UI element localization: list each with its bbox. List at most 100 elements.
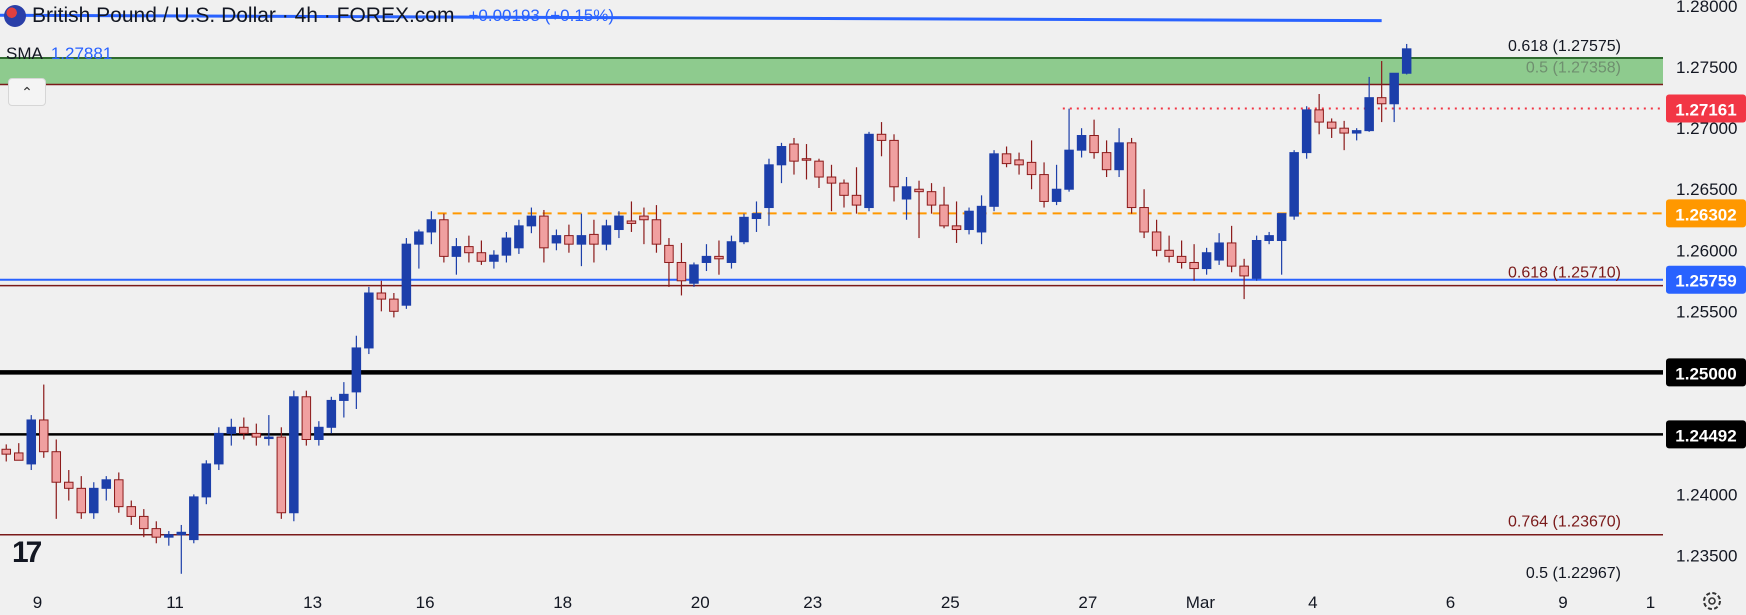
candle-110 [1376,61,1387,123]
candle-24 [301,390,312,446]
candle-body [351,347,362,393]
candle-18 [226,418,237,446]
price-tag-bg [1666,94,1746,123]
candle-body [1101,152,1112,171]
candle-82 [1026,140,1037,190]
candle-58 [726,235,737,269]
y-tick-label: 1.23500 [1676,546,1737,565]
candle-body [1226,242,1237,267]
candle-body [526,215,537,227]
candle-body [401,243,412,306]
candle-body [739,216,749,243]
candle-81 [1014,152,1024,175]
candle-38 [476,240,487,265]
candle-6 [76,476,87,519]
candle-body [39,419,49,453]
candle-body [189,496,199,541]
gear-icon[interactable] [1703,592,1721,610]
candle-body [26,419,37,465]
candle-body [114,479,124,508]
candle-body [1176,255,1187,263]
candle-83 [1039,162,1049,208]
sma-legend[interactable]: SMA 1.27881 [6,44,112,64]
candle-28 [351,335,362,409]
sma-value: 1.27881 [50,44,113,63]
candle-body [1064,149,1074,190]
candle-body [314,426,324,440]
candle-31 [389,293,399,318]
candle-63 [789,137,799,175]
candle-body [876,133,887,141]
price-tag-bg [1666,358,1746,387]
candle-104 [1301,106,1312,159]
candle-body [676,261,687,282]
candle-body [901,186,912,200]
candle-95 [1189,244,1199,281]
candle-88 [1101,140,1112,178]
candle-65 [814,158,824,189]
candle-17 [214,427,224,471]
symbol-title[interactable]: British Pound / U.S. Dollar · 4h · FOREX… [32,4,455,27]
x-tick-label: 9 [1558,593,1567,612]
candle-body [176,531,187,536]
candle-body [1364,97,1374,132]
price-tag-0: 1.27161 [1666,94,1746,123]
candle-33 [414,229,424,269]
candle-body [76,487,87,514]
y-tick-label: 1.26500 [1676,180,1737,199]
price-tag-label: 1.27161 [1675,101,1736,120]
candle-29 [364,286,374,355]
candle-body [101,479,112,489]
candle-85 [1064,108,1074,192]
candle-body [1289,152,1299,217]
candle-96 [1201,247,1212,275]
candle-body [776,146,787,166]
candle-105 [1314,94,1324,135]
candle-body [976,205,987,233]
y-tick-label: 1.27500 [1676,58,1737,77]
candle-body [1151,231,1162,251]
price-tag-label: 1.25759 [1675,272,1736,291]
candle-73 [914,180,924,239]
candle-92 [1151,219,1162,257]
candle-body [1326,121,1337,129]
candle-body [14,452,24,461]
candle-body [1014,159,1024,166]
price-tag-bg [1666,265,1746,294]
candle-35 [439,213,449,263]
candle-0 [1,444,12,462]
candle-111 [1389,72,1399,123]
candle-1 [14,443,24,461]
gear-outer [1703,592,1721,610]
candle-body [751,213,762,220]
candle-body [276,436,287,514]
candle-2 [26,415,37,471]
candle-94 [1176,240,1187,269]
candle-body [51,451,62,483]
x-tick-label: 18 [553,593,572,612]
tradingview-logo[interactable]: 17 [12,536,42,569]
candle-51 [639,207,649,245]
candle-body [514,225,524,249]
candle-body [1239,265,1249,277]
candle-80 [1001,146,1012,168]
y-tick-label: 1.27000 [1676,119,1737,138]
candle-body [1189,261,1199,270]
x-tick-label: 23 [803,593,822,612]
candle-body [726,241,737,263]
candle-body [1076,135,1087,151]
x-tick-label: 16 [416,593,435,612]
candle-66 [826,164,837,212]
candle-10 [126,500,137,525]
level-label-2: 0.618 (1.25710) [1508,265,1621,282]
candle-60 [751,201,762,232]
candle-body [689,264,699,284]
collapse-legend-button[interactable]: ⌃ [8,78,46,106]
candle-9 [114,472,124,513]
candle-body [1401,48,1412,74]
candle-body [501,237,512,256]
y-tick-label: 1.26000 [1676,241,1737,260]
candle-59 [739,213,749,245]
candle-23 [289,390,299,522]
